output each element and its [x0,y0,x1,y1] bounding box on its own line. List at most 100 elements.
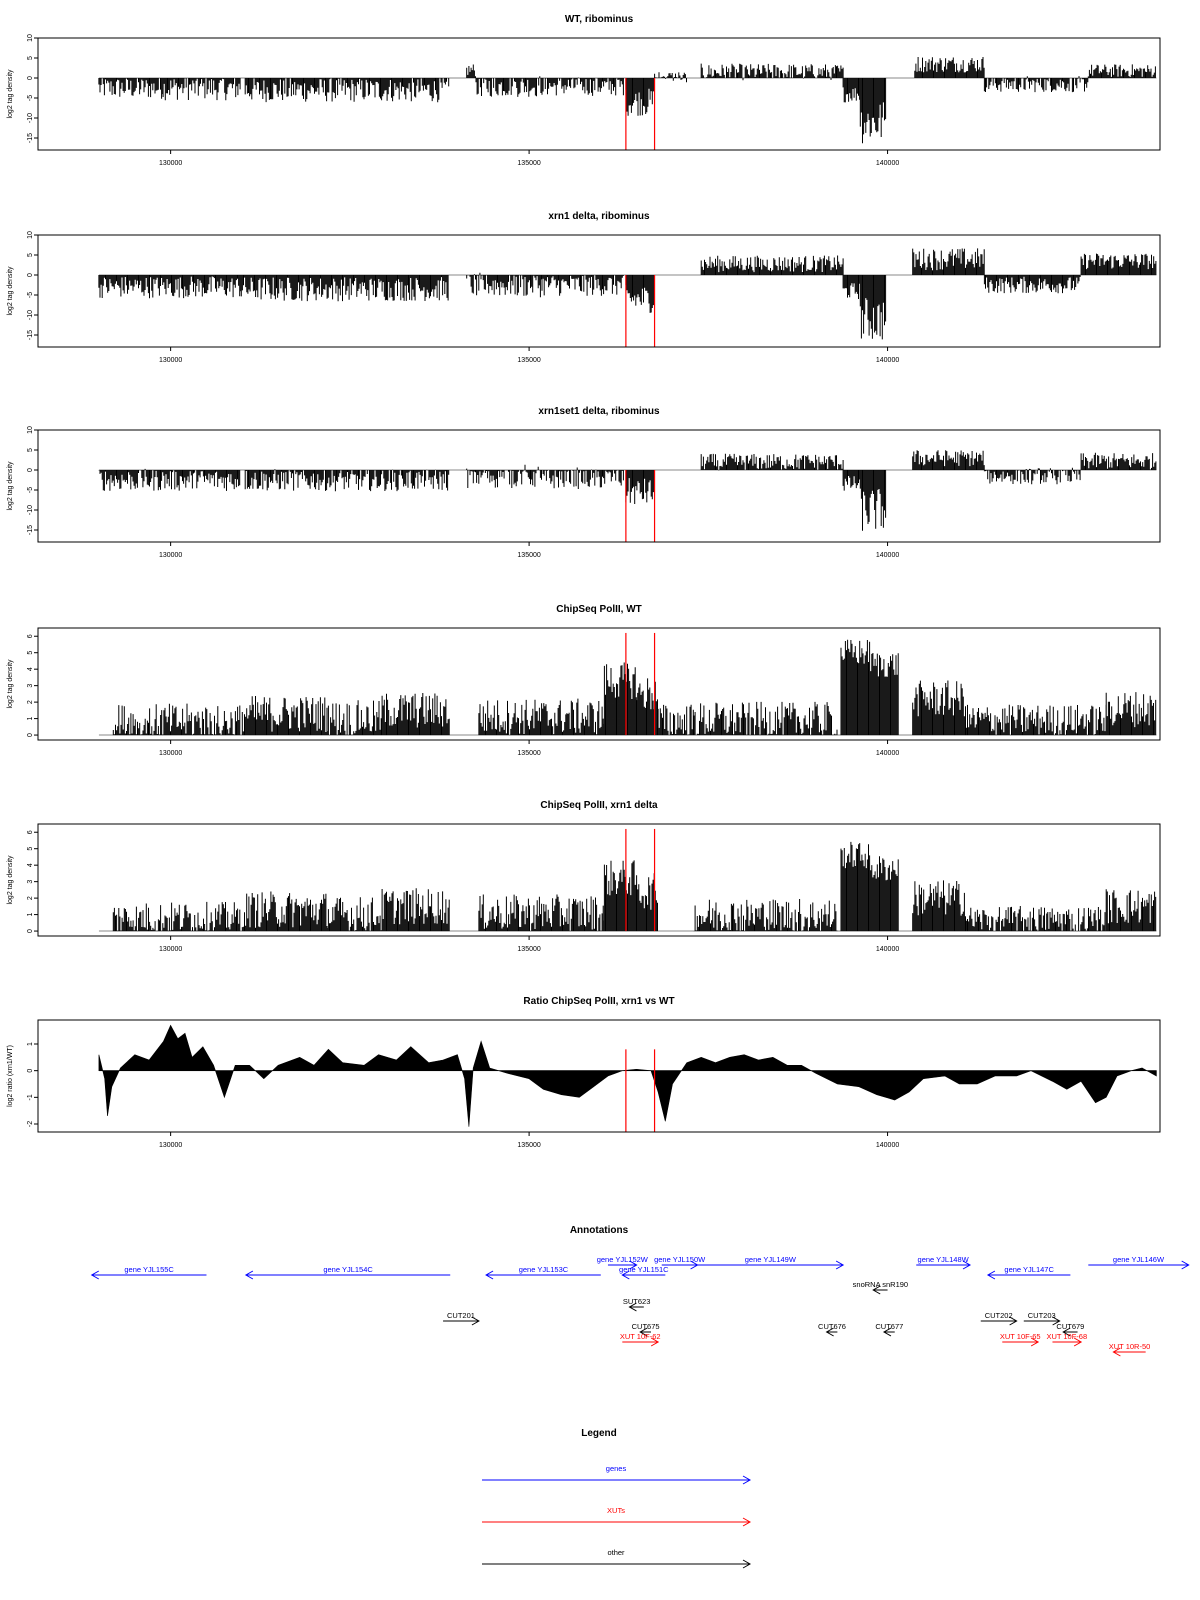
panel-4-ytick-label: 1 [27,717,34,721]
feature-label: SUT623 [623,1297,651,1306]
feature-label: CUT677 [875,1322,903,1331]
panel-5-frame [37,823,1161,937]
feature-label: gene YJL148W [918,1255,970,1264]
feature-arrowhead [986,1270,996,1280]
panel-5-ytick-label: 3 [27,880,34,884]
feature-arrowhead [882,1327,892,1337]
panel-5-title: ChipSeq PolII, xrn1 delta [540,800,658,811]
panel-1-ytick-label: 10 [27,34,34,42]
legend-label-gene: genes [606,1464,627,1473]
panel-3-ylabel: log2 tag density [7,461,14,511]
panel-1-xtick-label: 135000 [517,160,540,167]
feature-arrowhead [1030,1337,1040,1347]
panel-3-ytick-label: -15 [27,525,34,535]
panel-2-ytick-label: 0 [27,273,34,277]
panel-1-xtick-label: 130000 [159,160,182,167]
panel-2-signal [98,248,1157,340]
legend-arrowhead-xut [742,1517,752,1527]
panel-6-ytick-label: -2 [27,1121,34,1127]
feature-label: CUT675 [632,1322,660,1331]
panel-3-xtick-label: 140000 [876,552,899,559]
feature-label: gene YJL150W [654,1255,706,1264]
feature-arrowhead [962,1260,972,1270]
feature-arrowhead [650,1337,660,1347]
panel-4-ylabel: log2 tag density [7,659,14,709]
panel-4-xtick-label: 130000 [159,750,182,757]
panel-2-ylabel: log2 tag density [7,266,14,316]
panel-6-xtick-label: 130000 [159,1142,182,1149]
panel-1-signal [98,57,1156,144]
panel-5-ytick-label: 1 [27,913,34,917]
panel-5-signal [112,841,1157,932]
panel-3-ytick-label: -5 [27,487,34,493]
panel-2-ytick-label: 5 [27,253,34,257]
panel-2-xtick-label: 140000 [876,357,899,364]
feature-arrowhead [825,1327,834,1337]
feature-arrowhead [1181,1260,1190,1270]
panel-1-ytick-label: -15 [27,133,34,143]
panel-5-ytick-label: 0 [27,929,34,933]
panel-2-ytick-label: 10 [27,231,34,239]
feature-label: XUT 10F-62 [620,1332,661,1341]
panel-3-ytick-label: 0 [27,468,34,472]
panel-2-ytick-label: -10 [27,310,34,320]
feature-label: XUT 10F-65 [1000,1332,1041,1341]
feature-arrowhead [485,1270,494,1280]
feature-label: XUT 10F-68 [1046,1332,1087,1341]
feature-arrowhead [690,1260,699,1270]
panel-6-xtick-label: 140000 [876,1142,899,1149]
panel-1-title: WT, ribominus [565,14,634,25]
panel-5-xtick-label: 140000 [876,946,899,953]
panel-6-ytick-label: 1 [27,1042,34,1046]
panel-2-ytick-label: -15 [27,330,34,340]
panel-6-frame [37,1019,1161,1133]
feature-label: CUT201 [447,1311,475,1320]
feature-label: gene YJL147C [1004,1265,1054,1274]
panel-4-xtick-label: 140000 [876,750,899,757]
feature-arrowhead [621,1270,630,1280]
feature-label: CUT203 [1028,1311,1056,1320]
panel-5-ytick-label: 5 [27,847,34,851]
feature-arrowhead [90,1270,100,1280]
legend-label-xut: XUTs [607,1506,625,1515]
feature-label: snoRNA snR190 [853,1280,908,1289]
feature-label: gene YJL146W [1113,1255,1165,1264]
panel-1-ytick-label: 0 [27,76,34,80]
feature-arrowhead [1062,1327,1071,1337]
panel-3-xtick-label: 135000 [517,552,540,559]
feature-arrowhead [1052,1316,1061,1326]
feature-label: XUT 10R-50 [1109,1342,1151,1351]
panel-5-ytick-label: 4 [27,863,34,867]
panel-5-ylabel: log2 tag density [7,855,14,905]
panel-6-ratio-area [98,1024,1157,1127]
panel-2-title: xrn1 delta, ribominus [548,211,650,222]
feature-arrowhead [835,1260,845,1270]
panel-3-ytick-label: 10 [27,426,34,434]
panel-6-ylabel: log2 ratio (xrn1/WT) [7,1045,14,1107]
panel-2-xtick-label: 130000 [159,357,182,364]
panel-5-ytick-label: 6 [27,830,34,834]
panel-4-title: ChipSeq PolII, WT [556,604,642,615]
feature-arrowhead [629,1260,638,1270]
feature-label: gene YJL149W [745,1255,797,1264]
panel-2-frame [37,234,1161,348]
feature-arrowhead [1009,1316,1018,1326]
panel-4-ytick-label: 0 [27,733,34,737]
legend-title: Legend [581,1428,617,1439]
panel-2-ytick-label: -5 [27,292,34,298]
panel-4-signal [112,639,1157,736]
legend-arrowhead-other [742,1559,752,1569]
feature-label: gene YJL151C [619,1265,669,1274]
panel-3-frame [37,429,1161,543]
panel-1-ytick-label: -5 [27,95,34,101]
feature-label: gene YJL152W [597,1255,649,1264]
panel-1-xtick-label: 140000 [876,160,899,167]
legend-label-other: other [607,1548,625,1557]
panel-2-xtick-label: 135000 [517,357,540,364]
feature-arrowhead [1112,1347,1121,1357]
feature-label: gene YJL155C [124,1265,174,1274]
feature-arrowhead [628,1302,637,1312]
panel-1-ylabel: log2 tag density [7,69,14,119]
